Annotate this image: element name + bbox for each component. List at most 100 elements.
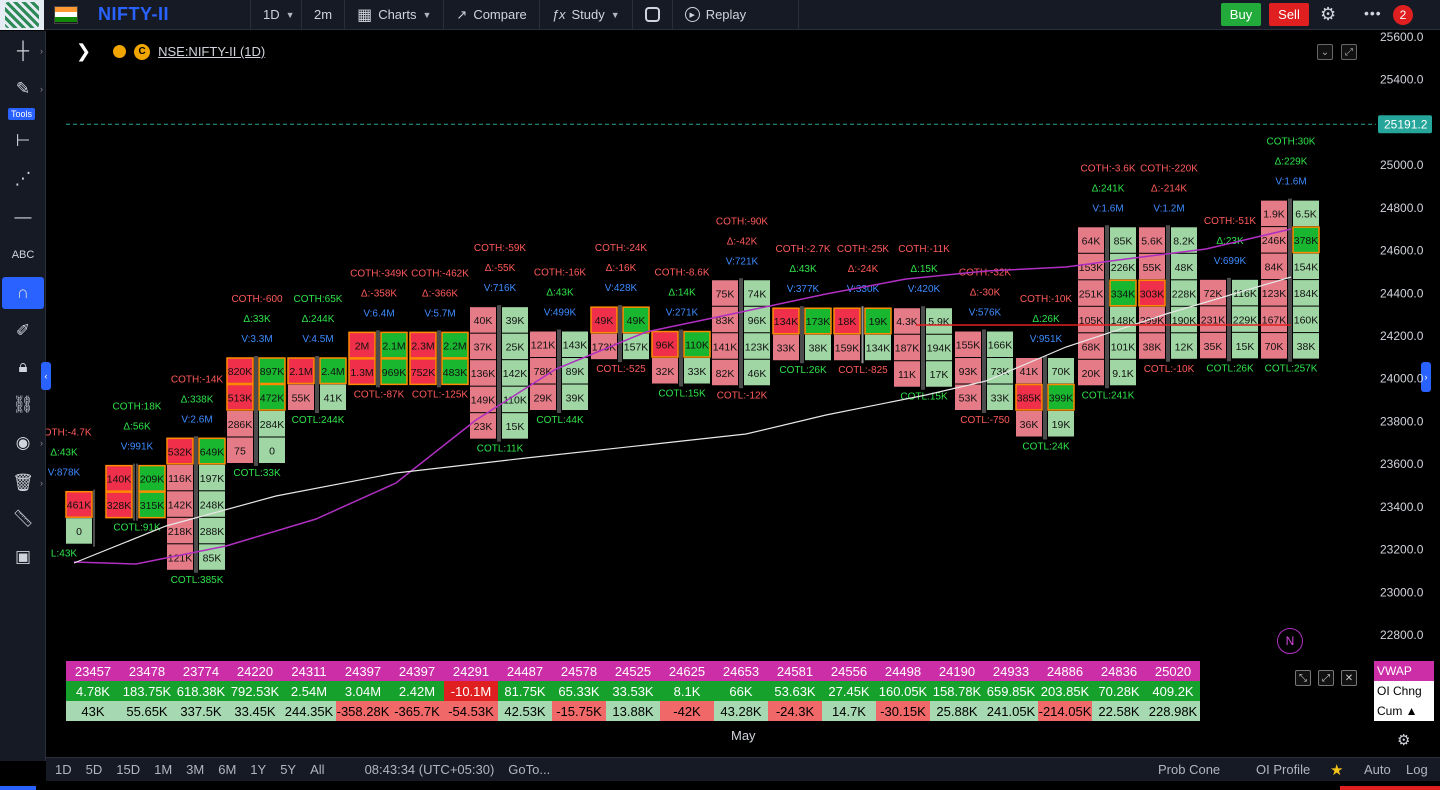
footprint-cell	[684, 358, 710, 384]
ruler-tool[interactable]: 📏︎	[0, 503, 46, 535]
horizontal-line-tool[interactable]: —	[0, 201, 46, 233]
footprint-cell-value: 70K	[1265, 341, 1284, 353]
text-icon: ABC	[11, 249, 35, 261]
footprint-cell	[470, 360, 496, 386]
interval-dropdown[interactable]: 1D ▼	[251, 0, 301, 30]
stats-close-button[interactable]: ✕	[1341, 670, 1357, 686]
app-logo[interactable]	[0, 0, 44, 30]
delta-label: Δ:338K	[181, 394, 214, 405]
magnet-tool[interactable]: ∩	[2, 277, 44, 309]
symbol-name[interactable]: NIFTY-II	[98, 4, 169, 24]
range-15d[interactable]: 15D	[116, 762, 141, 777]
pattern-tool[interactable]: ⋰	[0, 163, 46, 195]
charts-dropdown[interactable]: ▦ Charts ▼	[345, 0, 443, 30]
divider	[250, 0, 251, 30]
delete-tool[interactable]: 🗑︎ ›	[0, 467, 46, 499]
chevron-right-icon: ›	[40, 438, 43, 448]
legend-symbol[interactable]: NSE:NIFTY-II (1D)	[158, 44, 266, 59]
stat-cell: 22.58K	[1092, 701, 1146, 721]
log-scale-button[interactable]: Log	[1406, 762, 1428, 777]
footprint-cell-value: 55K	[1143, 262, 1162, 274]
collapse-left-toolbar-button[interactable]: ‹	[41, 362, 51, 390]
news-badge-icon[interactable]: N	[1277, 628, 1303, 654]
footprint-cell-value: 19K	[869, 316, 888, 328]
stats-expand-button[interactable]: ⤢	[1318, 670, 1334, 686]
footprint-cell-value: 64K	[1082, 235, 1101, 247]
range-all[interactable]: All	[310, 762, 325, 777]
chart-collapse-button[interactable]: ⌄	[1317, 44, 1333, 60]
buy-button[interactable]: Buy	[1221, 3, 1261, 26]
range-6m[interactable]: 6M	[218, 762, 237, 777]
crosshair-tool[interactable]: ┼ ›	[0, 35, 46, 67]
range-1d[interactable]: 1D	[55, 762, 72, 777]
auto-scale-button[interactable]: Auto	[1364, 762, 1391, 777]
brush-tool[interactable]: ✐	[0, 315, 46, 347]
footprint-cell	[470, 333, 496, 360]
notification-badge[interactable]: 2	[1393, 5, 1413, 25]
cumulative-row: 43K 55.65K 337.5K 33.45K 244.35K -358.28K -365…	[66, 701, 1200, 721]
footprint-cell-value: 513K	[228, 392, 253, 404]
lock-tool[interactable]: 🔒︎	[0, 351, 46, 383]
footprint-cell	[502, 386, 528, 413]
footprint-cell	[1293, 253, 1319, 280]
footprint-cell-value: 33K	[688, 366, 707, 378]
footprint-chart[interactable]: 25600.025400.025200.025000.024800.024600…	[46, 31, 1440, 661]
pencil-tool[interactable]: ✎ ›	[0, 73, 46, 105]
chevron-right-icon[interactable]: ❯	[76, 41, 92, 61]
delta-label: Δ:241K	[1092, 183, 1125, 194]
footprint-cell	[987, 384, 1013, 411]
instagram-button[interactable]	[633, 0, 672, 30]
footprint-cell	[138, 491, 166, 519]
expand-right-panel-button[interactable]: ›	[1421, 362, 1431, 392]
footprint-cell-value: 399K	[1049, 392, 1074, 404]
range-5y[interactable]: 5Y	[280, 762, 297, 777]
settings-gear-icon[interactable]: ⚙	[1320, 4, 1337, 24]
range-3m[interactable]: 3M	[186, 762, 205, 777]
footprint-cell-value: 2.4M	[321, 366, 344, 378]
range-1y[interactable]: 1Y	[250, 762, 267, 777]
footprint-cell	[1047, 383, 1075, 411]
range-5d[interactable]: 5D	[85, 762, 103, 777]
more-options-icon[interactable]: •••	[1364, 5, 1382, 21]
stat-cell: 8.1K	[660, 681, 714, 701]
study-dropdown[interactable]: ƒx Study ▼	[540, 0, 632, 30]
chart-area[interactable]: 25600.025400.025200.025000.024800.024600…	[46, 31, 1440, 726]
text-tool[interactable]: ABC	[0, 239, 46, 271]
chevron-down-icon: ▼	[285, 9, 295, 20]
sell-button[interactable]: Sell	[1269, 3, 1309, 26]
range-1m[interactable]: 1M	[154, 762, 173, 777]
chart-maximize-button[interactable]: ⤢	[1341, 44, 1357, 60]
link-tool[interactable]: ⛓	[0, 389, 46, 421]
pencil-icon: ✎	[15, 79, 31, 98]
chart-settings-gear-icon[interactable]: ⚙	[1397, 732, 1411, 749]
grid-layout-icon: ▦	[357, 6, 373, 24]
footprint-cell-value: 72K	[1204, 288, 1223, 300]
replay-button[interactable]: ▶ Replay	[673, 0, 758, 30]
footprint-cell-value: 46K	[748, 368, 767, 380]
compare-icon: ↗	[456, 6, 468, 22]
footprint-cell-value: 38K	[809, 343, 828, 355]
oi-profile-button[interactable]: OI Profile	[1256, 762, 1311, 777]
cotl-label: COTL:-750	[960, 415, 1010, 426]
chevron-down-icon: ⌄	[1320, 46, 1330, 58]
prob-cone-button[interactable]: Prob Cone	[1158, 762, 1221, 777]
favorite-star-icon[interactable]: ★	[1330, 761, 1344, 779]
footprint-cell	[712, 333, 738, 359]
screenshot-tool[interactable]: ▣	[0, 541, 46, 573]
clock-time[interactable]: 08:43:34 (UTC+05:30)	[364, 762, 495, 777]
stat-cell: 13.88K	[606, 701, 660, 721]
coth-label: COTH:65K	[294, 294, 343, 305]
visibility-tool[interactable]: ◉ ›	[0, 427, 46, 459]
footprint-cell-value: 461K	[67, 500, 92, 512]
close-icon: ✕	[1344, 672, 1354, 684]
footprint-cell	[227, 410, 253, 437]
cumulative-label[interactable]: Cum ▲	[1374, 701, 1434, 721]
footprint-cell-value: 385K	[1017, 392, 1042, 404]
goto-button[interactable]: GoTo...	[508, 762, 551, 777]
minutes-button[interactable]: 2m	[302, 0, 344, 30]
stats-collapse-button[interactable]: ⤡	[1295, 670, 1311, 686]
footprint-cell-value: 173K	[592, 342, 617, 354]
compare-button[interactable]: ↗ Compare	[444, 0, 538, 30]
measure-tool[interactable]: ⊢	[0, 125, 46, 157]
cotl-label: COTL:26K	[779, 365, 827, 376]
